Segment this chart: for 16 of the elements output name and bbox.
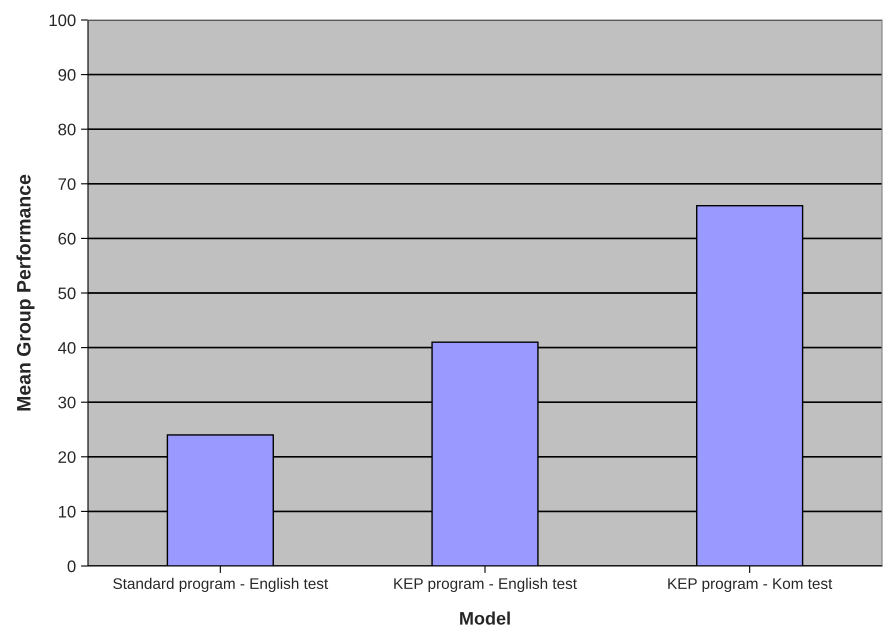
y-tick-label: 20 — [58, 451, 76, 464]
x-axis-title: Model — [460, 611, 510, 625]
y-tick-label: 40 — [58, 342, 76, 354]
y-tick-label: 100 — [50, 14, 76, 26]
y-tick-label: 10 — [58, 506, 76, 518]
y-tick-label: 50 — [58, 287, 76, 300]
y-tick-label: 30 — [58, 396, 76, 408]
y-tick-label: 90 — [58, 69, 76, 81]
x-tick-label: KEP program - Kom test — [668, 578, 832, 592]
x-tick-label: KEP program - English test — [394, 578, 577, 592]
y-axis-title: Mean Group Performance — [16, 174, 34, 411]
y-tick-label: 80 — [58, 124, 76, 136]
x-tick-label: Standard program - English test — [113, 578, 328, 592]
y-tick-label: 70 — [58, 178, 76, 190]
y-tick-label: 0 — [68, 560, 76, 572]
y-tick-label: 60 — [58, 232, 76, 245]
